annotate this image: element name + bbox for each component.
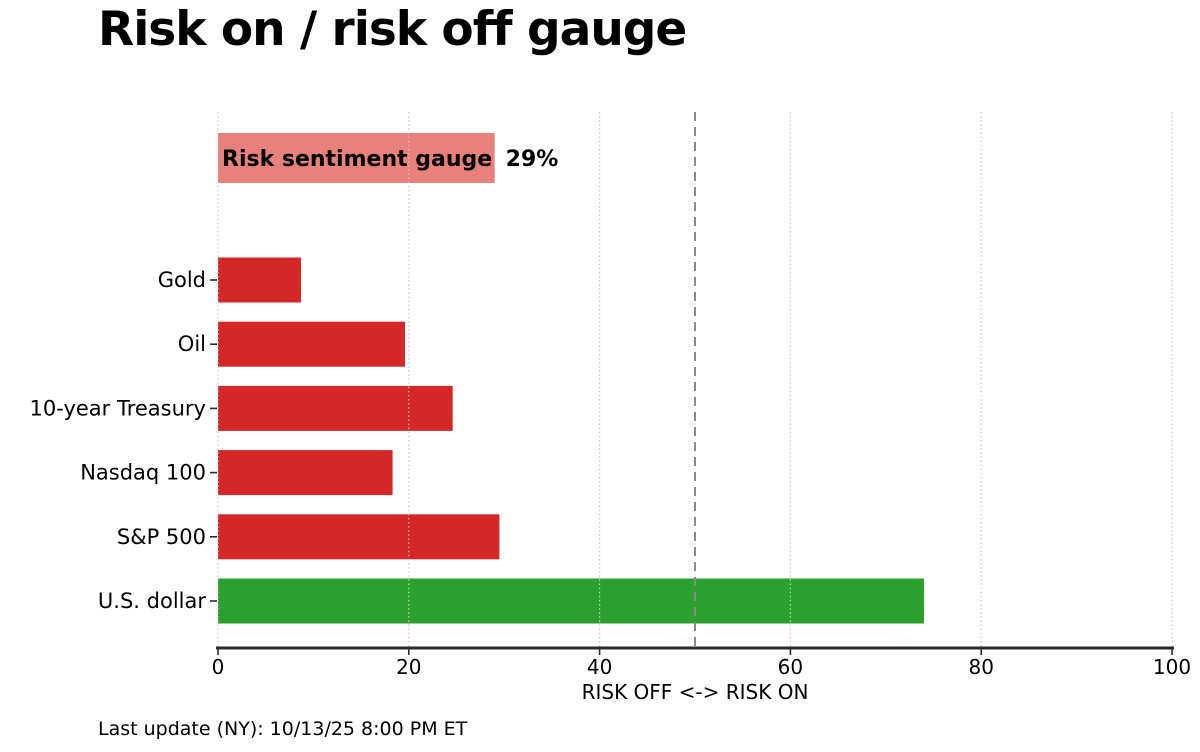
bar-oil [218, 321, 405, 367]
gauge-value-label: 29% [506, 147, 559, 172]
ytick-label-10-year-treasury: 10-year Treasury [30, 396, 206, 420]
bar-nasdaq-100 [218, 450, 393, 496]
ytick-label-s-p-500: S&P 500 [117, 525, 206, 549]
bar-10-year-treasury [218, 385, 453, 431]
ytick-label-nasdaq-100: Nasdaq 100 [80, 461, 206, 485]
gauge-label: Risk sentiment gauge [222, 147, 492, 172]
last-update-note: Last update (NY): 10/13/25 8:00 PM ET [98, 718, 468, 740]
x-axis-label: RISK OFF <-> RISK ON [582, 680, 809, 704]
xtick-label-0: 0 [212, 655, 225, 679]
xtick-label-60: 60 [778, 655, 803, 679]
bar-u-s-dollar [218, 578, 924, 624]
xtick-label-100: 100 [1153, 655, 1191, 679]
ytick-label-u-s-dollar: U.S. dollar [98, 589, 206, 613]
ytick-label-oil: Oil [178, 332, 206, 356]
xtick-label-80: 80 [968, 655, 993, 679]
bar-gold [218, 257, 301, 303]
ytick-label-gold: Gold [158, 268, 206, 292]
bar-s-p-500 [218, 514, 500, 560]
gauge-bar [218, 133, 495, 183]
xtick-label-20: 20 [396, 655, 421, 679]
xtick-label-40: 40 [587, 655, 612, 679]
chart-title: Risk on / risk off gauge [98, 2, 687, 57]
